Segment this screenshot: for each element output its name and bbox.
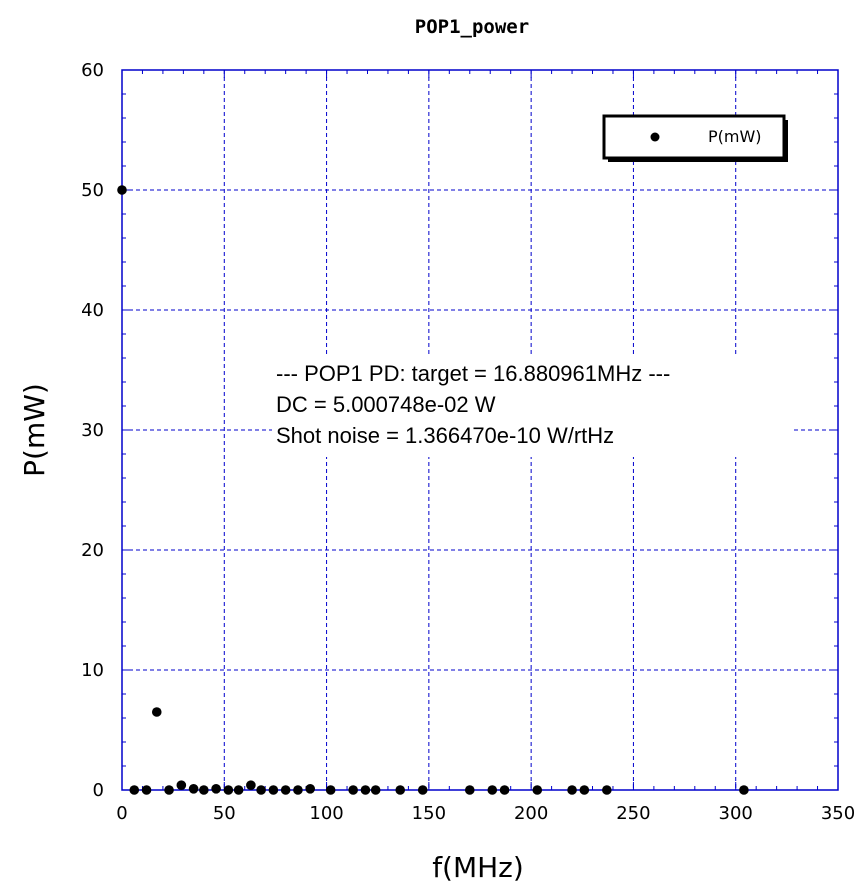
- legend: P(mW): [604, 116, 788, 162]
- x-tick-label: 50: [213, 803, 236, 824]
- x-axis-label: f(MHz): [432, 851, 524, 884]
- data-point: [189, 784, 199, 794]
- data-point: [567, 785, 577, 795]
- annotation-line-dc: DC = 5.000748e-02 W: [276, 392, 496, 417]
- data-point: [117, 185, 127, 195]
- data-point: [199, 785, 209, 795]
- legend-marker: [651, 133, 660, 142]
- x-tick-label: 0: [116, 803, 127, 824]
- y-tick-label: 40: [81, 300, 104, 321]
- x-tick-label: 100: [309, 803, 343, 824]
- data-point: [580, 785, 590, 795]
- data-point: [361, 785, 371, 795]
- data-point: [739, 785, 749, 795]
- y-tick-labels: 0 10 20 30 40 50 60: [81, 60, 104, 801]
- x-tick-label: 200: [514, 803, 548, 824]
- data-point: [164, 785, 174, 795]
- annotation-box: --- POP1 PD: target = 16.880961MHz --- D…: [272, 357, 791, 457]
- data-point: [532, 785, 542, 795]
- y-axis-label: P(mW): [18, 383, 51, 477]
- data-point: [418, 785, 428, 795]
- x-tick-labels: 0 50 100 150 200 250 300 350: [116, 803, 855, 824]
- y-tick-label: 20: [81, 540, 104, 561]
- data-point: [500, 785, 510, 795]
- x-tick-label: 150: [412, 803, 446, 824]
- data-point: [305, 784, 315, 794]
- data-point: [234, 785, 244, 795]
- data-point: [211, 784, 221, 794]
- y-tick-label: 0: [93, 780, 104, 801]
- data-point: [371, 785, 381, 795]
- x-tick-label: 300: [719, 803, 753, 824]
- data-point: [487, 785, 497, 795]
- x-tick-label: 350: [821, 803, 855, 824]
- annotation-line-target: --- POP1 PD: target = 16.880961MHz ---: [276, 361, 670, 386]
- chart-title: POP1_power: [415, 16, 529, 38]
- data-point: [152, 707, 162, 717]
- data-point: [281, 785, 291, 795]
- y-tick-label: 30: [81, 420, 104, 441]
- data-point: [224, 785, 234, 795]
- x-tick-label: 250: [616, 803, 650, 824]
- data-point: [293, 785, 303, 795]
- data-point: [348, 785, 358, 795]
- annotation-line-shot-noise: Shot noise = 1.366470e-10 W/rtHz: [276, 423, 614, 448]
- data-point: [269, 785, 279, 795]
- data-point: [256, 785, 266, 795]
- data-point: [129, 785, 139, 795]
- legend-label: P(mW): [708, 127, 762, 146]
- data-point: [326, 785, 336, 795]
- data-point: [395, 785, 405, 795]
- data-point: [177, 780, 187, 790]
- y-tick-label: 10: [81, 660, 104, 681]
- data-point: [602, 785, 612, 795]
- data-point: [142, 785, 152, 795]
- data-point: [246, 780, 256, 790]
- data-point: [465, 785, 475, 795]
- y-tick-label: 60: [81, 60, 104, 81]
- y-tick-label: 50: [81, 180, 104, 201]
- data-points: [117, 185, 748, 795]
